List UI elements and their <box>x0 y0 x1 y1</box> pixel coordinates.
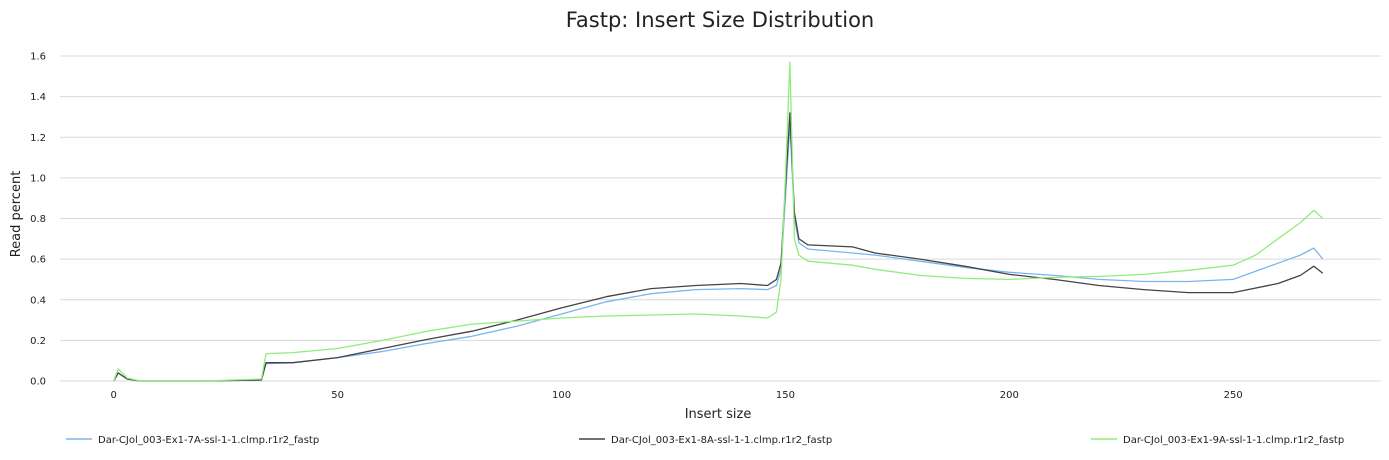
y-tick-label: 0.6 <box>30 255 46 266</box>
series-line-3[interactable] <box>113 61 1324 382</box>
y-tick-label: 0.2 <box>30 336 46 347</box>
legend-label: Dar-CJol_003-Ex1-9A-ssl-1-1.clmp.r1r2_fa… <box>1123 435 1344 446</box>
legend-label: Dar-CJol_003-Ex1-8A-ssl-1-1.clmp.r1r2_fa… <box>611 435 832 446</box>
grid-lines <box>60 55 1381 382</box>
x-tick-label: 150 <box>776 390 795 401</box>
series-line-2[interactable] <box>113 112 1324 382</box>
x-tick-label: 50 <box>331 390 344 401</box>
legend: Dar-CJol_003-Ex1-7A-ssl-1-1.clmp.r1r2_fa… <box>66 435 1344 446</box>
x-tick-label: 0 <box>111 390 117 401</box>
x-tick-label: 100 <box>552 390 571 401</box>
y-tick-label: 1.4 <box>30 92 46 103</box>
y-tick-label: 1.0 <box>30 173 46 184</box>
y-tick-label: 0.8 <box>30 214 46 225</box>
legend-item-1[interactable]: Dar-CJol_003-Ex1-7A-ssl-1-1.clmp.r1r2_fa… <box>66 435 319 446</box>
series-lines <box>113 61 1324 382</box>
series-line-1[interactable] <box>113 122 1324 382</box>
x-axis-label: Insert size <box>685 407 752 422</box>
x-axis-ticks: 0 50 100 150 200 250 <box>111 390 1243 401</box>
y-tick-label: 1.2 <box>30 133 46 144</box>
chart-title: Fastp: Insert Size Distribution <box>566 8 874 32</box>
x-tick-label: 250 <box>1224 390 1243 401</box>
y-axis-label: Read percent <box>9 171 24 258</box>
y-axis-ticks: 0.0 0.2 0.4 0.6 0.8 1.0 1.2 1.4 1.6 <box>30 52 46 388</box>
legend-item-3[interactable]: Dar-CJol_003-Ex1-9A-ssl-1-1.clmp.r1r2_fa… <box>1091 435 1344 446</box>
x-tick-label: 200 <box>1000 390 1019 401</box>
y-tick-label: 1.6 <box>30 52 46 63</box>
legend-item-2[interactable]: Dar-CJol_003-Ex1-8A-ssl-1-1.clmp.r1r2_fa… <box>579 435 832 446</box>
y-tick-label: 0.0 <box>30 377 46 388</box>
y-tick-label: 0.4 <box>30 295 46 306</box>
legend-label: Dar-CJol_003-Ex1-7A-ssl-1-1.clmp.r1r2_fa… <box>98 435 319 446</box>
